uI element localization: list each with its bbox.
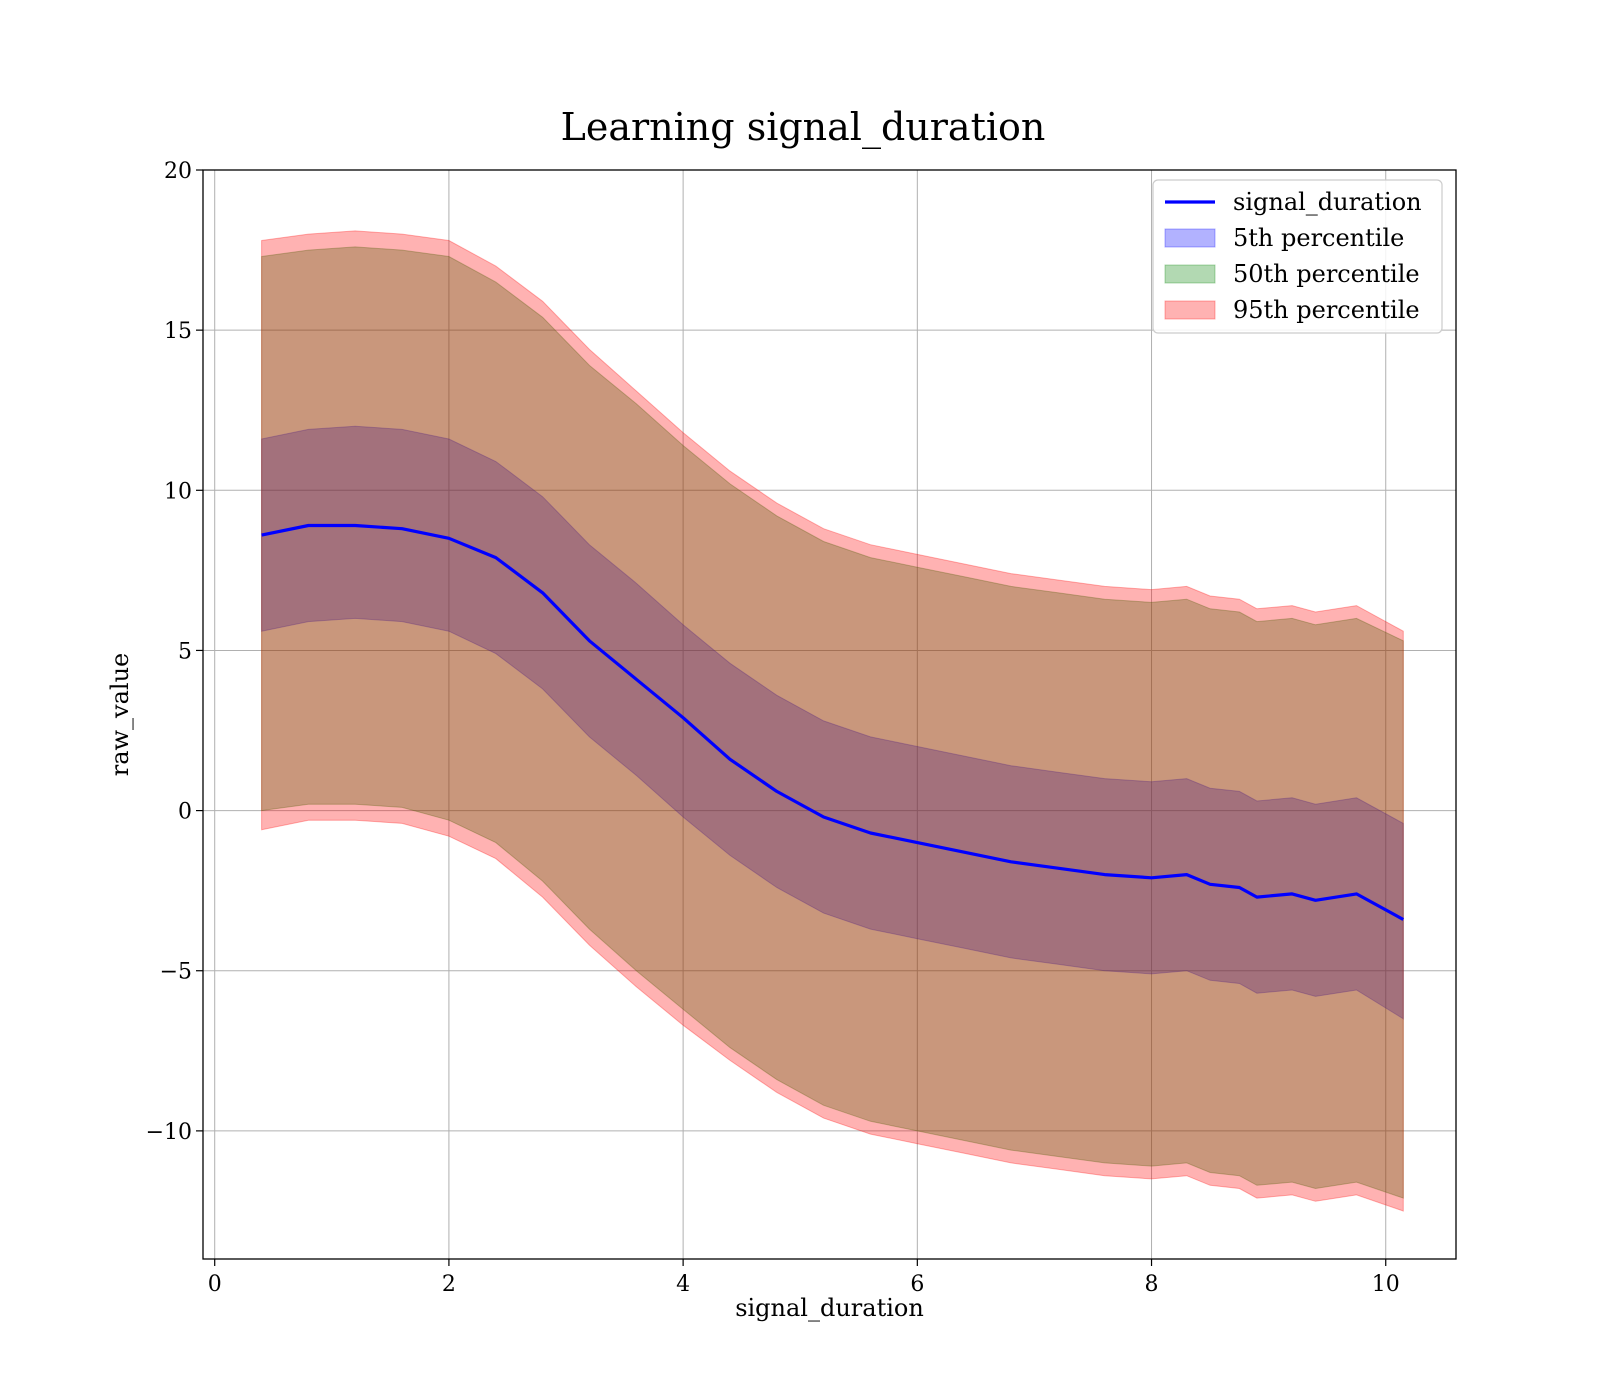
plot-background	[203, 170, 1456, 1259]
y-axis-ticks: −10 −5 0 5 10 15 20	[146, 159, 203, 1145]
y-tick-label: 10	[164, 479, 192, 504]
y-tick-label: −5	[160, 960, 192, 985]
legend-patch-swatch	[1164, 300, 1216, 320]
y-tick-label: 0	[178, 800, 192, 825]
chart-title: Learning signal_duration	[561, 105, 1046, 150]
y-tick-label: 20	[164, 159, 192, 184]
legend: signal_duration 5th percentile 50th percen…	[1152, 179, 1443, 334]
band-95th-percentile	[261, 230, 1404, 1212]
legend-patch-swatch	[1164, 228, 1216, 248]
y-tick-label: −10	[146, 1120, 192, 1145]
x-axis-ticks: 0 2 4 6 8 10	[208, 1259, 1400, 1297]
x-tick-label: 6	[910, 1272, 924, 1297]
x-tick-label: 2	[442, 1272, 456, 1297]
legend-patch-swatch	[1164, 264, 1216, 284]
x-tick-label: 4	[676, 1272, 690, 1297]
plot-area	[202, 169, 1457, 1260]
legend-label: signal_duration	[1233, 188, 1422, 216]
y-axis-label: raw_value	[106, 653, 134, 777]
plot-frame	[202, 169, 1457, 1260]
percentile-bands	[261, 230, 1404, 1212]
legend-label: 50th percentile	[1233, 260, 1420, 288]
legend-label: 5th percentile	[1233, 224, 1404, 252]
y-tick-label: 5	[178, 639, 192, 664]
y-tick-label: 15	[164, 319, 192, 344]
x-tick-label: 8	[1145, 1272, 1159, 1297]
data-lines	[261, 523, 1405, 921]
x-tick-label: 0	[208, 1272, 222, 1297]
legend-box	[1152, 179, 1443, 334]
legend-label: 95th percentile	[1233, 296, 1420, 324]
series-line-signal-duration	[261, 523, 1405, 921]
x-tick-label: 10	[1372, 1272, 1400, 1297]
x-axis-label: signal_duration	[735, 1294, 924, 1322]
band-5th-percentile	[261, 425, 1404, 1020]
band-50th-percentile	[261, 246, 1404, 1199]
